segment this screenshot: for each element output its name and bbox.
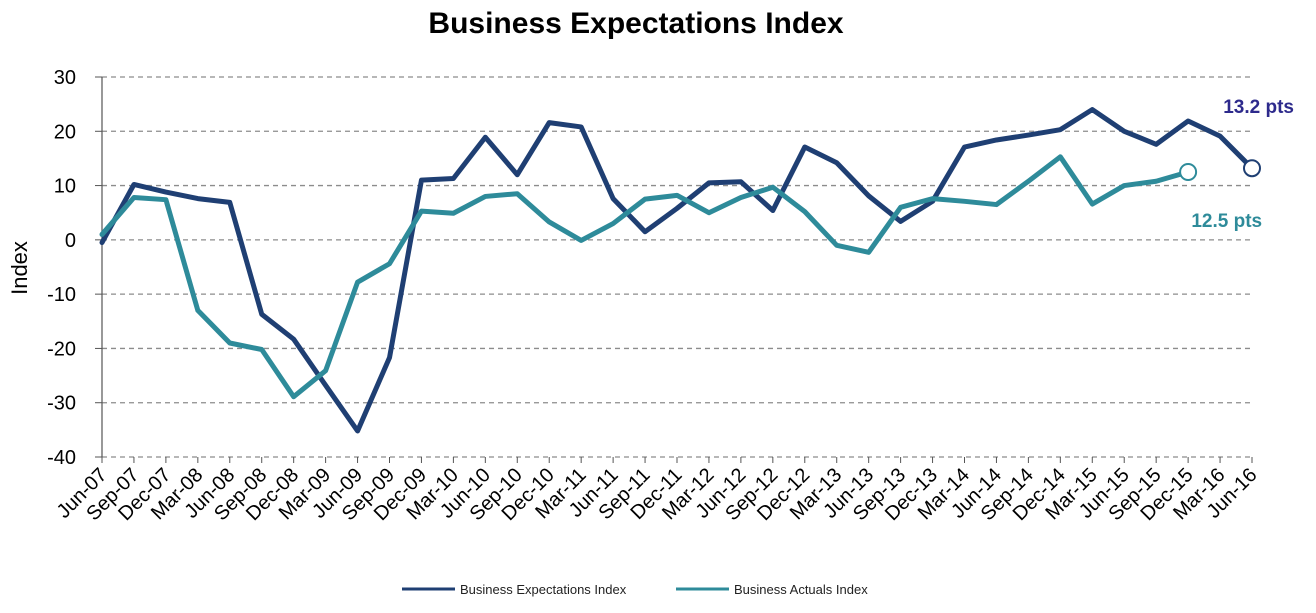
- y-tick-labels: 30 20 10 0 -10 -20 -30 -40: [47, 67, 76, 469]
- gridlines: [95, 76, 1252, 458]
- series-end-marker-0: [1243, 159, 1261, 178]
- annotations: 13.2 pts 12.5 pts: [1191, 97, 1294, 232]
- legend-label-expectations: Business Expectations Index: [460, 582, 627, 597]
- y-tick-label: -30: [47, 393, 76, 415]
- x-tick-labels: Jun-07Sep-07Dec-07Mar-08Jun-08Sep-08Dec-…: [53, 464, 1262, 525]
- y-axis-label: Index: [7, 241, 32, 295]
- y-tick-label: 0: [65, 230, 76, 252]
- y-tick-label: 30: [54, 67, 76, 89]
- series-end-marker-1: [1179, 163, 1198, 181]
- legend: Business Expectations Index Business Act…: [402, 582, 868, 597]
- series-line-1: [99, 154, 1191, 400]
- series-lines: [99, 107, 1261, 434]
- y-tick-label: 10: [54, 176, 76, 198]
- axes: [101, 77, 1253, 463]
- y-tick-label: -40: [47, 447, 76, 469]
- legend-label-actuals: Business Actuals Index: [734, 582, 868, 597]
- chart-title: Business Expectations Index: [428, 7, 843, 40]
- annotation-label: 12.5 pts: [1191, 211, 1262, 232]
- annotation-label: 13.2 pts: [1223, 97, 1294, 118]
- y-tick-label: 20: [54, 121, 76, 143]
- series-line-0: [99, 107, 1255, 434]
- y-tick-label: -10: [47, 284, 76, 306]
- y-tick-label: -20: [47, 338, 76, 360]
